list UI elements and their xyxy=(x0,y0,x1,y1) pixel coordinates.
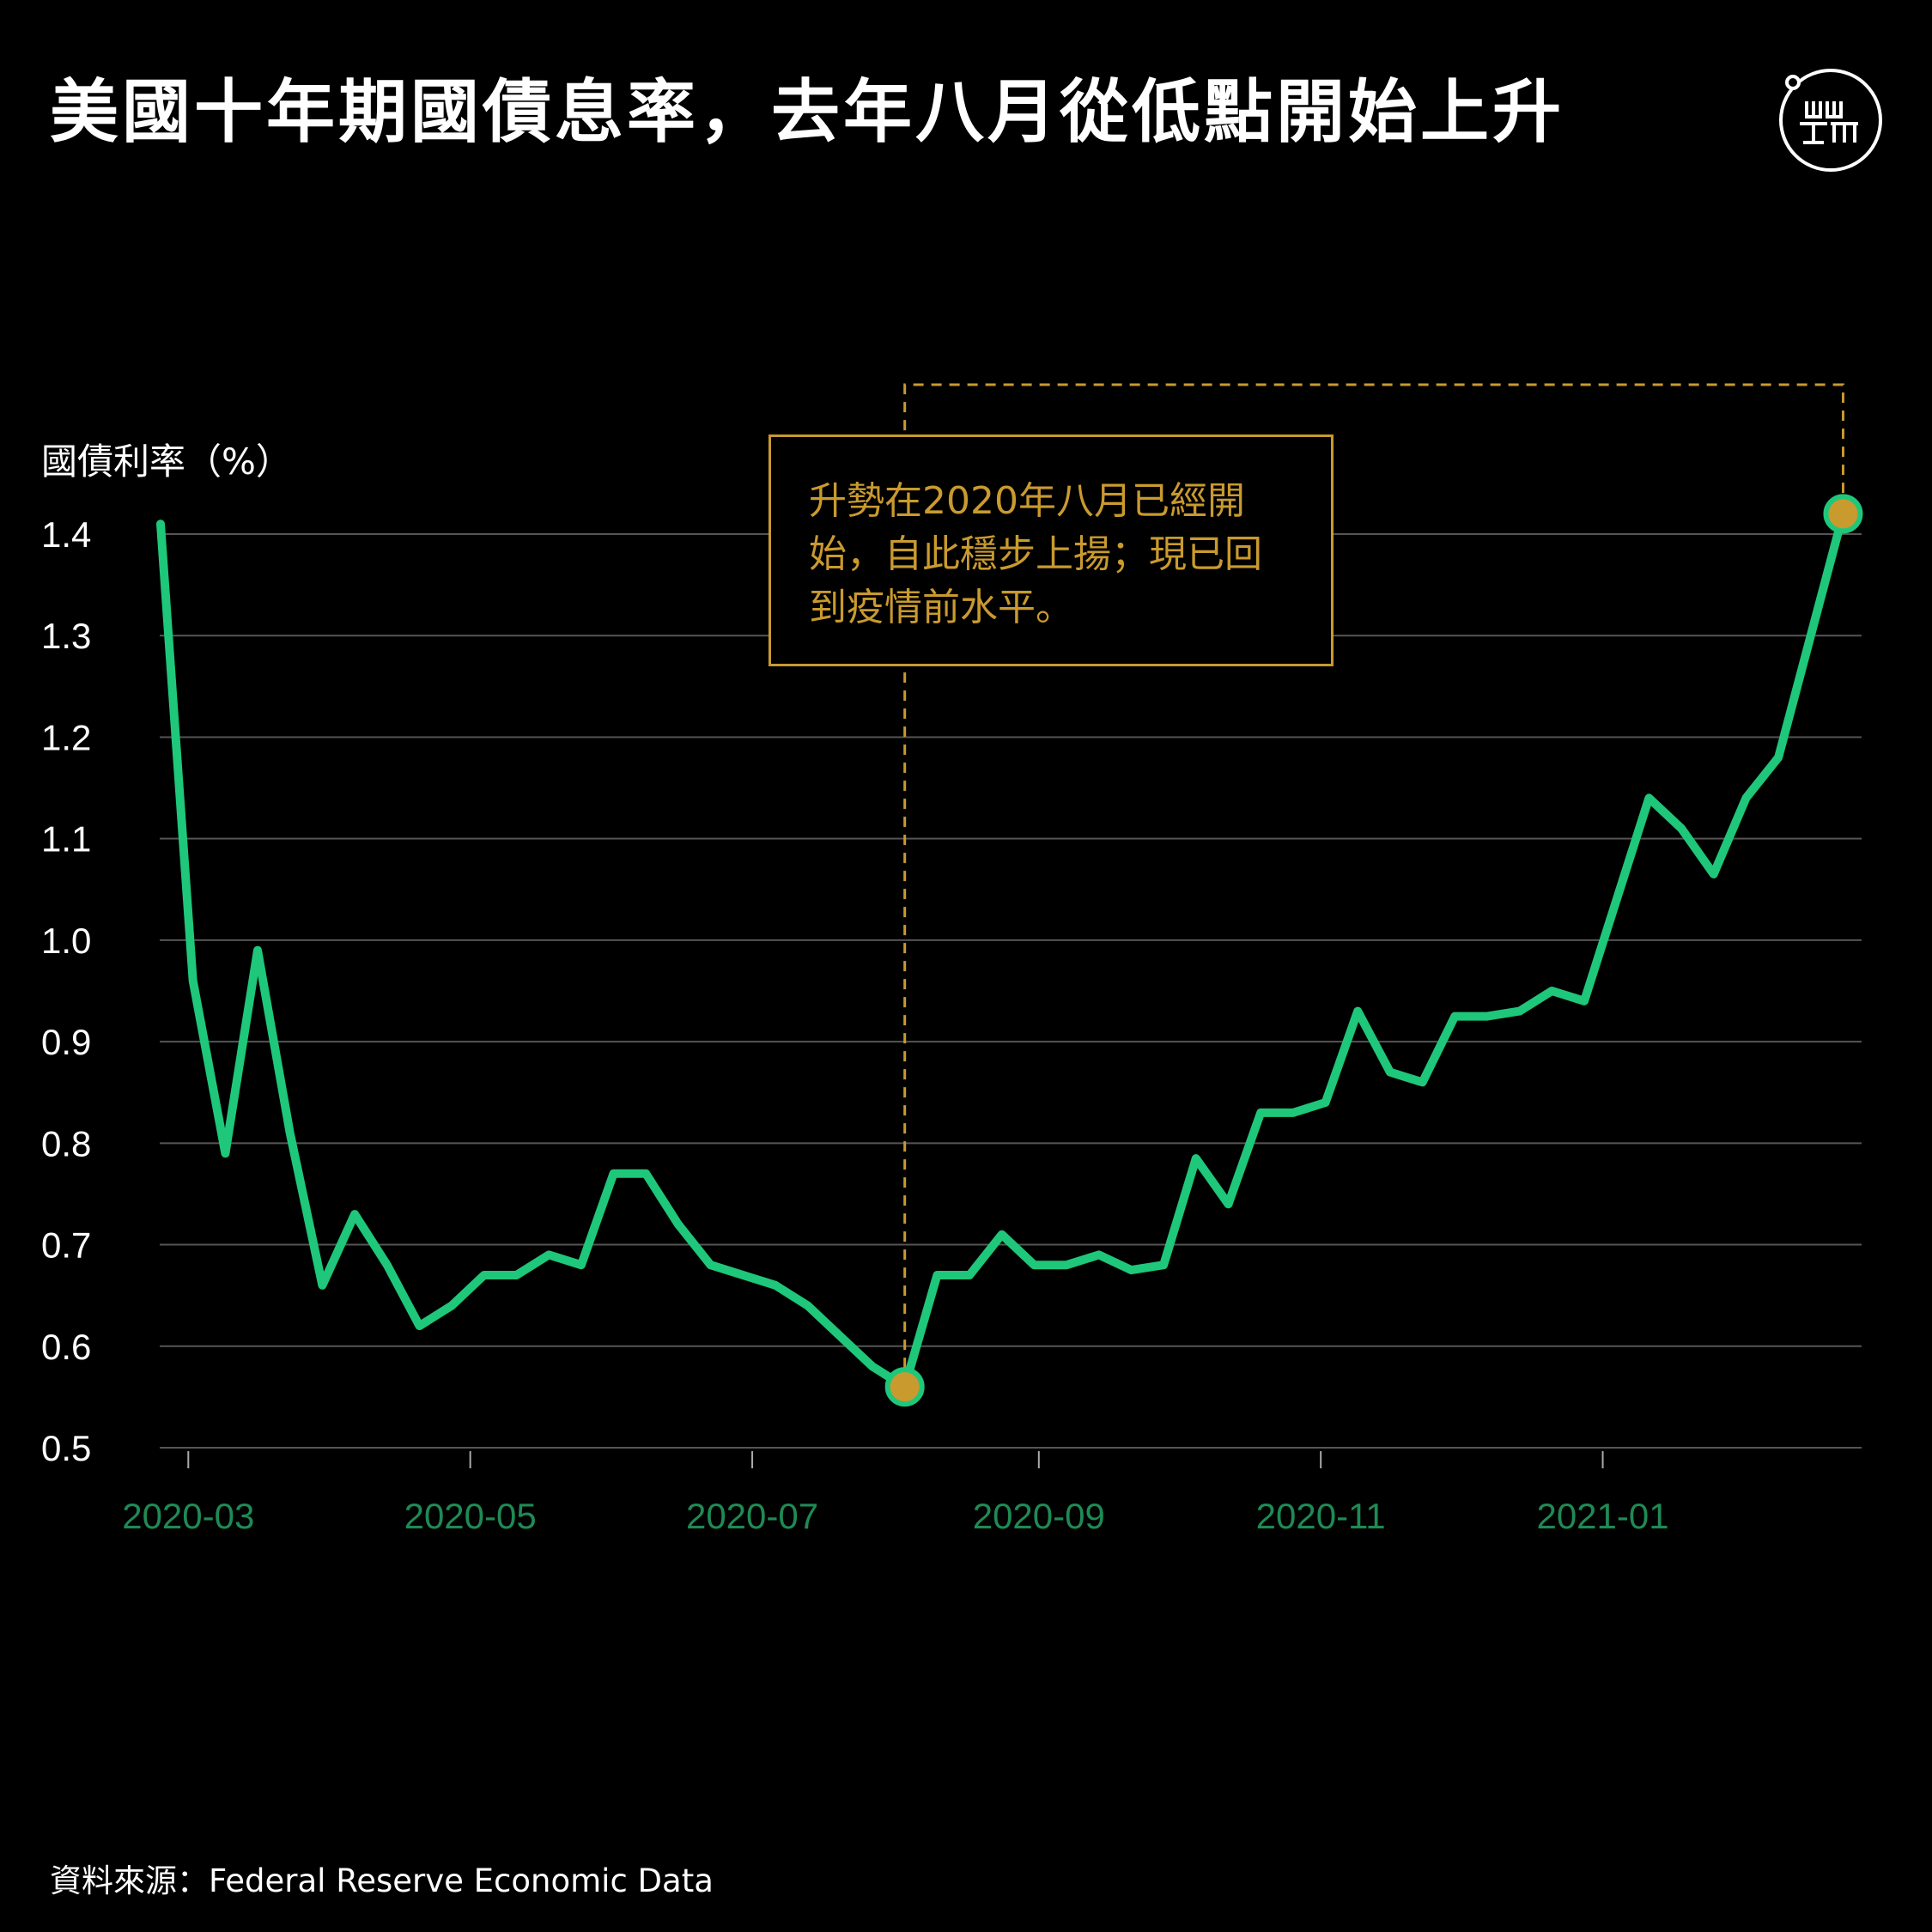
x-tick-label: 2020-03 xyxy=(122,1496,254,1536)
y-tick-label: 1.1 xyxy=(41,819,91,860)
y-tick-label: 0.7 xyxy=(41,1225,91,1266)
y-tick-label: 0.8 xyxy=(41,1123,91,1163)
highlight-point xyxy=(884,1367,925,1407)
y-tick-label: 1.2 xyxy=(41,717,91,757)
y-tick-label: 0.5 xyxy=(41,1428,91,1468)
y-tick-label: 1.0 xyxy=(41,920,91,961)
initium-logo-icon xyxy=(1779,69,1882,172)
y-tick-label: 1.4 xyxy=(41,514,91,555)
annotation-text: 升勢在2020年八月已經開始，自此穩步上揚；現已回到疫情前水平。 xyxy=(809,479,1262,629)
x-tick-label: 2020-09 xyxy=(973,1496,1105,1536)
y-tick-label: 0.6 xyxy=(41,1327,91,1367)
highlight-point xyxy=(1823,494,1863,534)
x-tick-label: 2020-05 xyxy=(404,1496,537,1536)
annotation-leader-line xyxy=(903,383,1844,1369)
x-tick-label: 2021-01 xyxy=(1536,1496,1668,1536)
source-note: 資料來源：Federal Reserve Economic Data xyxy=(50,1862,714,1899)
y-axis-label: 國債利率（%） xyxy=(41,440,292,483)
highlight-points xyxy=(884,494,1863,1407)
series-line-us-10y-yield xyxy=(156,509,1848,1392)
y-tick-labels: 0.5 0.6 0.7 0.8 0.9 1.0 1.1 1.2 1.3 1.4 xyxy=(41,514,91,1468)
page-title: 美國十年期國債息率，去年八月從低點開始上升 xyxy=(50,72,1564,152)
x-tick-label: 2020-07 xyxy=(686,1496,818,1536)
x-tick-label: 2020-11 xyxy=(1256,1496,1386,1536)
annotation-box: 升勢在2020年八月已經開始，自此穩步上揚；現已回到疫情前水平。 xyxy=(769,434,1334,666)
x-ticks: 2020-03 2020-05 2020-07 2020-09 2020-11 2021-… xyxy=(122,1451,1669,1536)
y-tick-label: 0.9 xyxy=(41,1022,91,1062)
y-tick-label: 1.3 xyxy=(41,616,91,656)
